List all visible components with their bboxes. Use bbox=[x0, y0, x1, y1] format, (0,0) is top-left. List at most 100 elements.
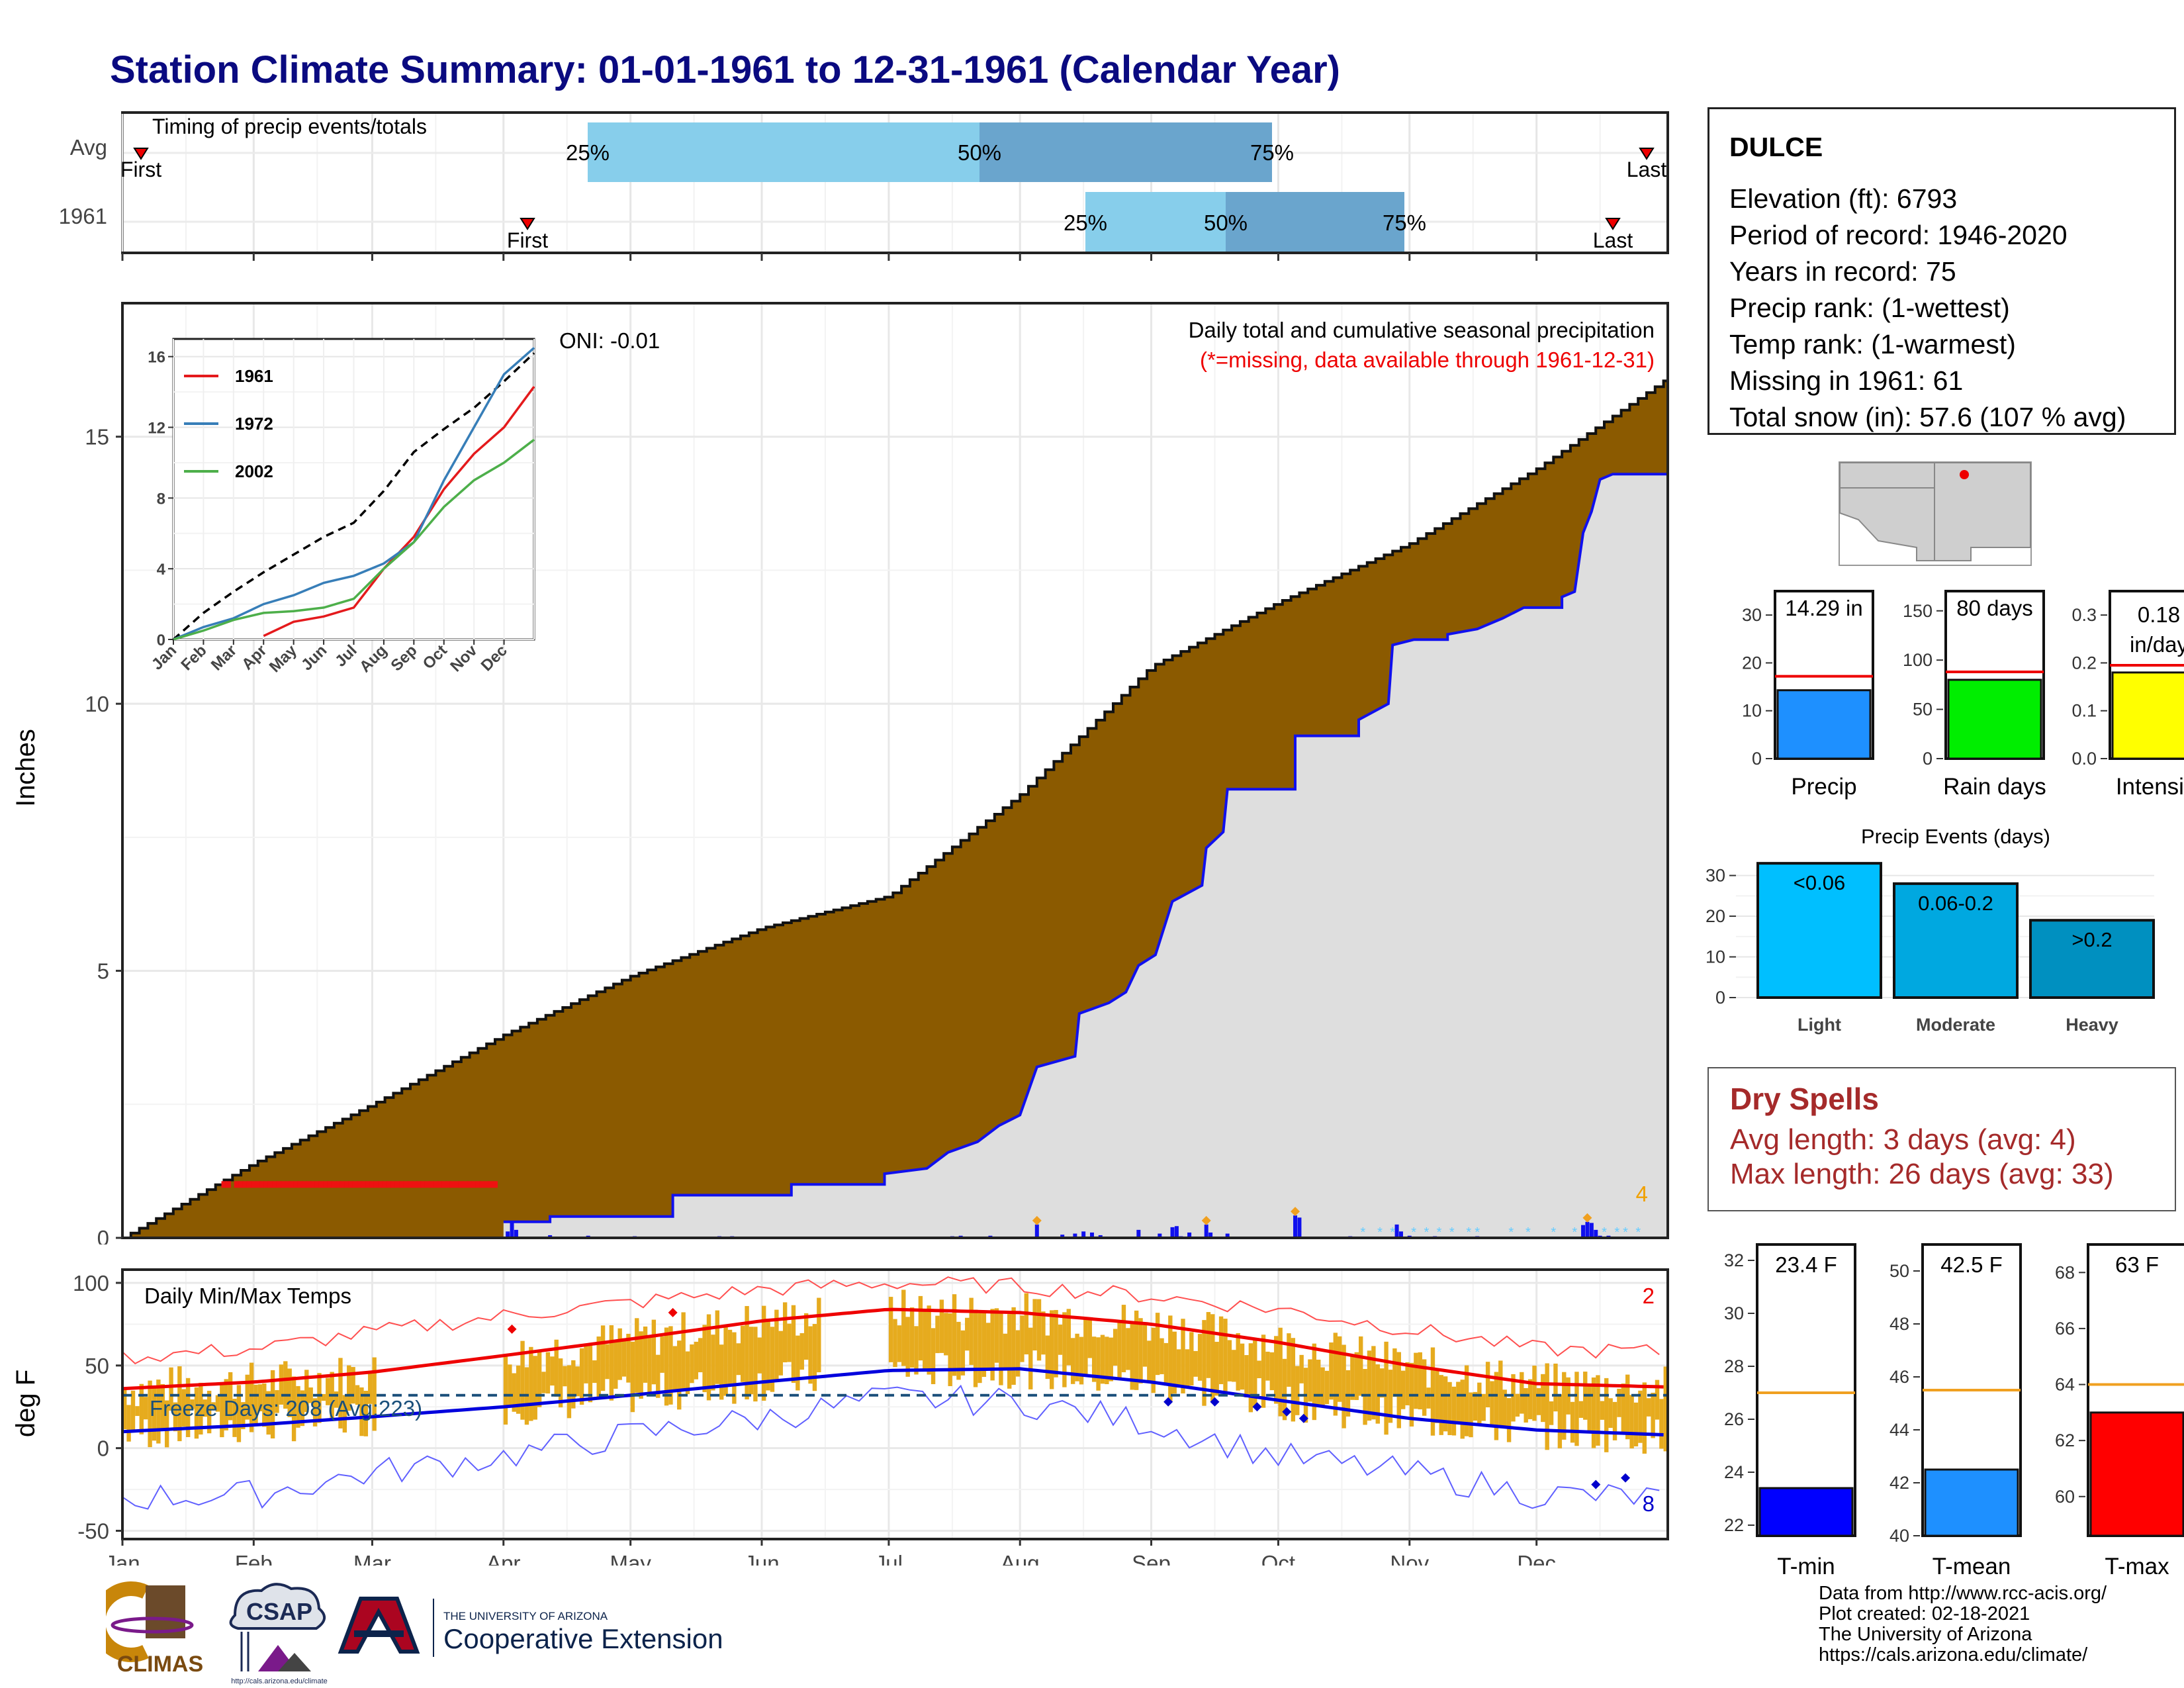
month-label: Dec bbox=[1517, 1551, 1556, 1566]
daily-temp-bar bbox=[503, 1356, 508, 1425]
ua-logo: THE UNIVERSITY OF ARIZONA Cooperative Ex… bbox=[338, 1597, 723, 1657]
avg-cumulative-edge bbox=[122, 379, 1668, 1239]
daily-temp-bar bbox=[639, 1331, 643, 1399]
daily-temp-bar bbox=[909, 1307, 915, 1368]
missing-marker bbox=[449, 1181, 455, 1188]
daily-temp-bar bbox=[1663, 1366, 1668, 1452]
daily-temp-bar bbox=[803, 1313, 809, 1360]
year-last-label: Last bbox=[1593, 228, 1633, 252]
daily-temp-bar bbox=[1265, 1351, 1270, 1381]
missing-marker bbox=[323, 1181, 329, 1188]
missing-marker bbox=[479, 1181, 485, 1188]
temp-ytick-label: -50 bbox=[77, 1519, 109, 1544]
station-details: Elevation (ft): 6793 Period of record: 19… bbox=[1729, 181, 2126, 436]
summary-bar-tick-label: 28 bbox=[1724, 1356, 1744, 1376]
daily-temp-bar bbox=[897, 1325, 902, 1362]
missing-marker bbox=[263, 1181, 269, 1188]
summary-bar-tick-label: 66 bbox=[2055, 1319, 2075, 1338]
daily-temp-bar bbox=[122, 1389, 127, 1430]
inset-legend-label: 2002 bbox=[235, 461, 273, 481]
snow-marker: * bbox=[1437, 1225, 1442, 1240]
missing-marker bbox=[246, 1181, 252, 1188]
dry-spells-title: Dry Spells bbox=[1730, 1082, 1879, 1116]
events-tick-label: 10 bbox=[1706, 947, 1725, 967]
station-detail-line: Years in record: 75 bbox=[1729, 256, 1956, 287]
events-bar-label: >0.2 bbox=[2071, 928, 2112, 951]
daily-temp-bar bbox=[1032, 1299, 1037, 1351]
daily-temp-bar bbox=[973, 1309, 978, 1387]
timing-row-year: 1961 bbox=[59, 204, 107, 228]
daily-temp-bar bbox=[791, 1305, 796, 1383]
daily-temp-bar bbox=[355, 1385, 360, 1405]
daily-temp-bar bbox=[347, 1365, 351, 1411]
avg-min-line bbox=[122, 1367, 1664, 1436]
summary-bar-chart: 60 62 64 66 68 T-max 63 F bbox=[2055, 1243, 2184, 1579]
daily-temp-bar bbox=[1629, 1395, 1634, 1449]
daily-temp-bar bbox=[960, 1330, 966, 1376]
daily-precip-bar bbox=[1081, 1231, 1086, 1238]
snow-marker: * bbox=[1475, 1225, 1480, 1240]
daily-precip-bar bbox=[1204, 1224, 1208, 1238]
daily-temp-bar bbox=[1612, 1401, 1617, 1440]
summary-bar bbox=[1776, 689, 1872, 760]
missing-marker bbox=[306, 1181, 312, 1188]
missing-marker bbox=[420, 1181, 426, 1188]
daily-temp-bar bbox=[1036, 1299, 1042, 1361]
snow-marker: * bbox=[1525, 1225, 1531, 1240]
summary-bar-tick-label: 150 bbox=[1903, 601, 1933, 621]
inset-series-line bbox=[173, 347, 535, 641]
missing-marker bbox=[281, 1181, 287, 1188]
daily-temp-bar bbox=[1261, 1335, 1266, 1408]
daily-temp-bar bbox=[1070, 1338, 1075, 1384]
events-title: Precip Events (days) bbox=[1861, 825, 2050, 848]
daily-temp-bar bbox=[651, 1319, 657, 1385]
daily-temp-bar bbox=[770, 1327, 775, 1392]
daily-temp-bar bbox=[283, 1361, 288, 1409]
temp-frame bbox=[121, 1268, 1669, 1540]
daily-temp-bar bbox=[203, 1399, 207, 1417]
missing-marker bbox=[297, 1181, 303, 1188]
missing-marker bbox=[276, 1181, 282, 1188]
dry-spells-max: Max length: 26 days (avg: 33) bbox=[1730, 1158, 2114, 1190]
daily-temp-bar bbox=[1299, 1354, 1304, 1383]
daily-temp-bar bbox=[1083, 1318, 1088, 1374]
precip-ytick-label: 15 bbox=[85, 425, 109, 449]
timing-row-avg: Avg bbox=[70, 135, 107, 160]
temp-title: Daily Min/Max Temps bbox=[144, 1284, 351, 1308]
daily-temp-bar bbox=[1418, 1352, 1422, 1410]
missing-marker bbox=[488, 1181, 494, 1188]
daily-temp-bar bbox=[999, 1312, 1003, 1385]
missing-marker bbox=[361, 1181, 367, 1188]
daily-temp-bar bbox=[698, 1338, 703, 1373]
daily-temp-bar bbox=[1244, 1355, 1249, 1398]
daily-temp-bar bbox=[621, 1338, 627, 1377]
timing-label: Timing of precip events/totals bbox=[152, 115, 427, 138]
missing-marker bbox=[382, 1181, 388, 1188]
missing-marker bbox=[403, 1181, 409, 1188]
footer-created: Plot created: 02-18-2021 bbox=[1819, 1603, 2030, 1624]
missing-marker bbox=[458, 1181, 464, 1188]
snow-markers: * * * * * * * * * * * * * * * * * bbox=[1360, 1225, 1641, 1240]
missing-marker bbox=[251, 1181, 257, 1188]
daily-temp-bar bbox=[1384, 1341, 1388, 1435]
dry-spells-box: Dry Spells Avg length: 3 days (avg: 4) M… bbox=[1707, 1067, 2176, 1211]
summary-bar-tick-label: 100 bbox=[1903, 650, 1933, 670]
daily-temp-bar bbox=[635, 1318, 639, 1393]
daily-temp-bar bbox=[241, 1402, 246, 1429]
daily-temp-bar bbox=[1181, 1319, 1185, 1393]
daily-temp-bar bbox=[1218, 1316, 1224, 1385]
missing-marker bbox=[365, 1181, 371, 1188]
daily-temp-bar bbox=[1155, 1313, 1160, 1376]
daily-temp-bar bbox=[1464, 1365, 1469, 1436]
daily-temp-bar bbox=[1329, 1342, 1334, 1400]
summary-bar-label: Intensity bbox=[2116, 774, 2184, 800]
year-q25-label: 25% bbox=[1064, 211, 1107, 235]
inset-legend-label: 1961 bbox=[235, 366, 273, 386]
precip-subtitle: (*=missing, data available through 1961-… bbox=[1200, 348, 1655, 372]
oni-label: ONI: -0.01 bbox=[559, 328, 660, 353]
daily-temp-bar bbox=[359, 1387, 364, 1436]
daily-temp-bar bbox=[1202, 1320, 1206, 1406]
missing-marker bbox=[314, 1181, 320, 1188]
daily-temp-bar bbox=[817, 1297, 821, 1373]
daily-temp-bar bbox=[757, 1337, 762, 1374]
